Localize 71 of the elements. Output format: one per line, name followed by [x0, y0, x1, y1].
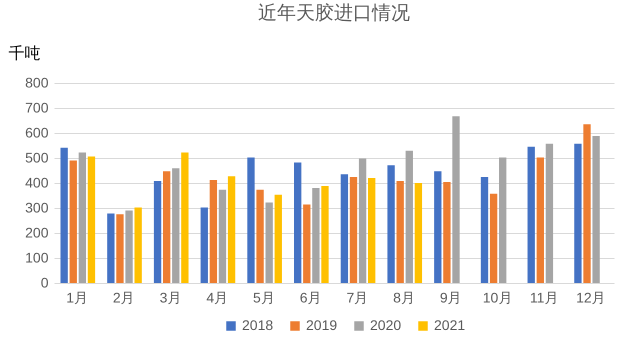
bar	[452, 116, 460, 283]
bar	[350, 177, 358, 283]
bar	[116, 214, 124, 283]
bar	[274, 194, 282, 283]
bar	[321, 186, 329, 283]
bar	[312, 188, 320, 283]
bar	[358, 158, 366, 283]
bar	[107, 214, 115, 283]
chart-title: 近年天胶进口情况	[258, 2, 410, 24]
y-tick-label: 200	[25, 224, 49, 240]
bar	[256, 190, 264, 283]
bar	[528, 146, 535, 283]
bar	[218, 190, 226, 283]
x-tick-label: 8月	[393, 290, 415, 306]
x-tick-label: 6月	[300, 290, 322, 306]
bar	[266, 202, 273, 283]
x-tick-label: 3月	[160, 290, 182, 306]
bar	[414, 183, 422, 283]
legend-label: 2020	[370, 317, 402, 333]
y-tick-label: 400	[25, 174, 49, 190]
bar	[88, 156, 96, 283]
bar	[200, 208, 208, 283]
bar	[480, 177, 488, 283]
y-tick-label: 0	[40, 274, 49, 290]
bar	[303, 204, 310, 283]
bar	[181, 152, 189, 283]
bar	[70, 160, 77, 283]
x-tick-label: 11月	[530, 290, 558, 306]
bar	[134, 208, 142, 283]
bar	[78, 152, 86, 283]
legend-label: 2018	[242, 317, 274, 333]
bar	[499, 158, 506, 283]
x-tick-label: 4月	[206, 290, 228, 306]
y-tick-label: 500	[25, 150, 49, 166]
bar	[125, 210, 133, 283]
y-tick-label: 700	[25, 100, 49, 116]
bar	[396, 181, 404, 283]
y-tick-label: 300	[25, 200, 49, 216]
x-tick-label: 5月	[253, 290, 275, 306]
bar	[294, 162, 302, 283]
bar	[546, 144, 554, 283]
bar	[387, 165, 395, 283]
bar	[490, 194, 498, 283]
legend-label: 2021	[434, 317, 466, 333]
bar	[154, 181, 162, 283]
bar	[247, 158, 255, 283]
y-axis-title: 千吨	[8, 44, 40, 62]
bar	[443, 182, 451, 283]
x-tick-label: 7月	[346, 290, 368, 306]
legend-label: 2019	[306, 317, 338, 333]
y-tick-label: 600	[25, 124, 49, 140]
bar	[172, 168, 180, 283]
bar	[574, 144, 582, 283]
bar	[210, 180, 218, 283]
y-tick-label: 100	[25, 250, 49, 266]
x-tick-label: 9月	[440, 290, 462, 306]
x-tick-label: 1月	[66, 290, 88, 306]
bar	[228, 176, 236, 283]
bar	[340, 174, 348, 283]
bar	[60, 148, 68, 283]
bar	[536, 158, 544, 283]
bar	[434, 171, 442, 283]
y-tick-label: 800	[25, 74, 49, 90]
bar	[406, 150, 413, 283]
x-tick-label: 10月	[482, 290, 512, 306]
x-tick-label: 12月	[576, 290, 606, 306]
bar	[583, 124, 591, 283]
bar	[162, 171, 170, 283]
bar	[592, 136, 600, 283]
bar	[368, 178, 376, 283]
x-tick-label: 2月	[112, 290, 135, 306]
